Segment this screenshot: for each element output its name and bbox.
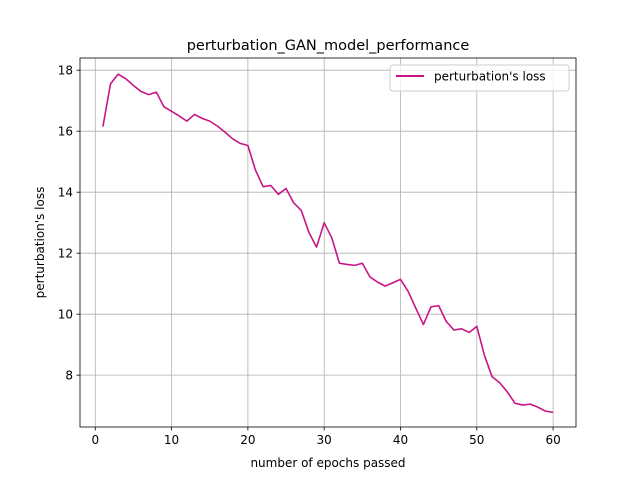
x-tick-label: 50 (469, 433, 484, 447)
y-tick-label: 14 (58, 186, 73, 200)
y-axis-title: perturbation's loss (33, 187, 47, 299)
legend-box (389, 64, 570, 92)
y-tick-label: 10 (58, 308, 73, 322)
x-axis-title: number of epochs passed (250, 456, 405, 470)
y-tick-label: 12 (58, 247, 73, 261)
series-layer (102, 73, 554, 414)
legend-label: perturbation's loss (434, 70, 546, 84)
x-tick-label: 30 (317, 433, 332, 447)
y-tick-label: 18 (58, 64, 73, 78)
y-tick-label: 16 (58, 125, 73, 139)
plot-frame (79, 57, 577, 428)
y-tick-label: 8 (65, 369, 73, 383)
legend: perturbation's loss (389, 64, 570, 92)
x-tick-label: 20 (240, 433, 255, 447)
chart-title: perturbation_GAN_model_performance (187, 38, 470, 54)
x-tick-label: 0 (91, 433, 99, 447)
grid (80, 58, 576, 427)
x-tick-label: 40 (393, 433, 408, 447)
x-tick-label: 60 (545, 433, 560, 447)
x-tick-label: 10 (164, 433, 179, 447)
ticks: 0 10 20 30 40 50 60 8 10 12 14 16 18 (58, 64, 561, 447)
series-line (102, 73, 554, 414)
